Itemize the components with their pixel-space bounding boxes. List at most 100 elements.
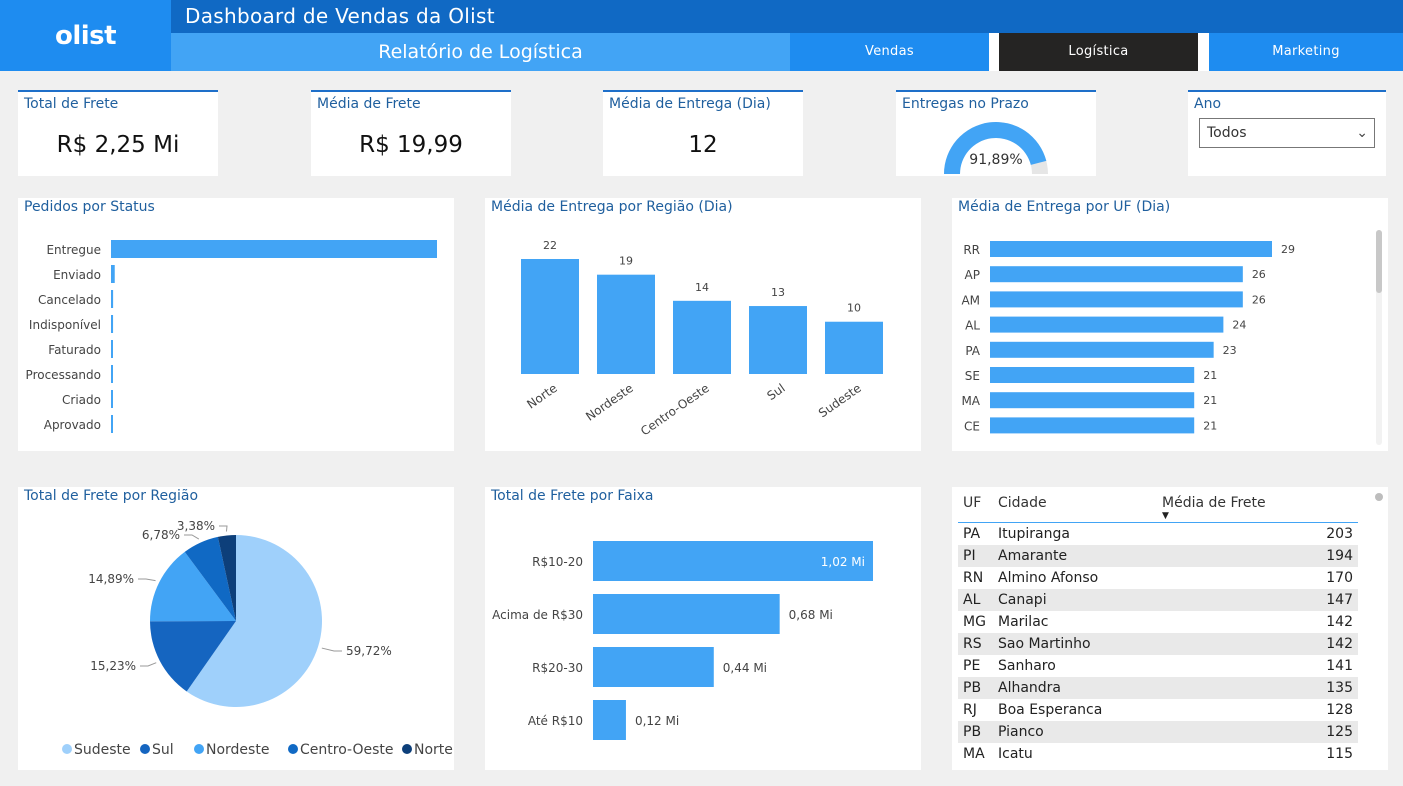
table-row[interactable]: PE Sanharo 141: [958, 655, 1358, 677]
uf-scrollbar-thumb[interactable]: [1376, 230, 1382, 293]
regiao-value-label: 14: [695, 281, 709, 294]
table-row[interactable]: RJ Boa Esperanca 128: [958, 699, 1358, 721]
faixa-label: R$10-20: [532, 555, 583, 569]
nav-marketing-button[interactable]: Marketing: [1209, 33, 1403, 71]
regiao-category-label: Sul: [764, 381, 787, 403]
cell-uf: RN: [963, 570, 984, 586]
cell-cidade: Amarante: [998, 548, 1068, 564]
table-row[interactable]: AL Canapi 147: [958, 589, 1358, 611]
table-row[interactable]: RN Almino Afonso 170: [958, 567, 1358, 589]
col-header-uf[interactable]: UF: [963, 495, 982, 511]
faixa-label: Até R$10: [528, 714, 583, 728]
entrega-regiao-title: Média de Entrega por Região (Dia): [491, 199, 733, 215]
uf-label: MA: [961, 394, 980, 408]
status-label: Faturado: [48, 343, 101, 357]
kpi-entregas-prazo-value: 91,89%: [969, 152, 1023, 168]
regiao-category-label: Nordeste: [583, 381, 636, 424]
legend-marker: [62, 744, 72, 754]
cell-cidade: Icatu: [998, 746, 1033, 762]
dashboard-title: Dashboard de Vendas da Olist: [171, 0, 1403, 33]
entrega-regiao-card: Média de Entrega por Região (Dia) 22 Nort…: [485, 198, 921, 451]
regiao-bar: [749, 306, 807, 374]
table-row[interactable]: RS Sao Martinho 142: [958, 633, 1358, 655]
uf-bar: [990, 241, 1272, 257]
cidade-frete-table-card: UF Cidade Média de Frete ▼ PA Itupiranga 2…: [952, 487, 1388, 770]
entrega-uf-title: Média de Entrega por UF (Dia): [958, 199, 1171, 215]
regiao-value-label: 22: [543, 239, 557, 252]
cell-media-frete: 115: [1326, 746, 1353, 762]
cell-cidade: Marilac: [998, 614, 1049, 630]
legend-label: Norte: [414, 742, 453, 758]
uf-value-label: 26: [1252, 268, 1266, 281]
table-row[interactable]: PA Itupiranga 203: [958, 523, 1358, 545]
pie-leader-line: [219, 525, 228, 532]
regiao-bar: [597, 274, 655, 374]
cell-cidade: Almino Afonso: [998, 570, 1099, 586]
table-row[interactable]: MG Marilac 142: [958, 611, 1358, 633]
cell-cidade: Alhandra: [998, 680, 1062, 696]
faixa-value-label: 1,02 Mi: [821, 555, 865, 569]
pedidos-status-card: Pedidos por Status Entregue Enviado Cancel…: [18, 198, 454, 451]
entregas-prazo-gauge: [944, 122, 1048, 174]
uf-scrollbar-track[interactable]: [1376, 230, 1382, 445]
nav-vendas-button[interactable]: Vendas: [790, 33, 989, 71]
cell-media-frete: 141: [1326, 658, 1353, 674]
table-row[interactable]: PI Amarante 194: [958, 545, 1358, 567]
pie-value-label: 15,23%: [90, 659, 136, 673]
entrega-regiao-chart: 22 Norte 19 Nordeste 14 Centro-Oeste 13 Sul 10 Su…: [521, 239, 883, 438]
uf-label: SE: [965, 369, 980, 383]
regiao-value-label: 10: [847, 302, 861, 315]
regiao-value-label: 13: [771, 286, 785, 299]
table-scrollbar[interactable]: [1375, 493, 1383, 501]
pie-leader-line: [184, 534, 200, 540]
status-bar: [111, 265, 115, 283]
kpi-total-frete-value: R$ 2,25 Mi: [56, 132, 180, 158]
status-bar: [111, 415, 113, 433]
uf-label: PA: [965, 344, 980, 358]
uf-label: AM: [961, 293, 980, 307]
pie-value-label: 14,89%: [88, 572, 134, 586]
pie-leader-line: [140, 662, 157, 667]
faixa-bar: [593, 647, 714, 687]
pedidos-status-chart: Entregue Enviado Cancelado Indisponível Fatu…: [26, 240, 437, 433]
cell-media-frete: 147: [1326, 592, 1353, 608]
uf-value-label: 29: [1281, 243, 1295, 256]
table-row[interactable]: PB Pianco 125: [958, 721, 1358, 743]
uf-label: AP: [965, 268, 980, 282]
cell-cidade: Canapi: [998, 592, 1047, 608]
table-row[interactable]: MA Icatu 115: [958, 743, 1358, 765]
cell-cidade: Sanharo: [998, 658, 1056, 674]
frete-faixa-chart: R$10-20 1,02 Mi Acima de R$30 0,68 Mi R$20-3…: [492, 541, 873, 740]
regiao-bar: [825, 321, 883, 374]
faixa-value-label: 0,12 Mi: [635, 714, 679, 728]
status-bar: [111, 315, 114, 333]
status-label: Processando: [26, 368, 101, 382]
table-row[interactable]: PB Alhandra 135: [958, 677, 1358, 699]
ano-select[interactable]: Todos ⌄: [1199, 118, 1375, 148]
col-header-media-frete[interactable]: Média de Frete: [1162, 495, 1266, 511]
status-bar: [111, 240, 437, 258]
legend-label: Sudeste: [74, 742, 131, 758]
status-label: Indisponível: [29, 318, 101, 332]
cell-uf: PA: [963, 526, 981, 542]
col-header-cidade[interactable]: Cidade: [998, 495, 1047, 511]
status-bar: [111, 390, 113, 408]
kpi-entregas-prazo-label: Entregas no Prazo: [902, 96, 1029, 112]
regiao-category-label: Norte: [524, 381, 559, 412]
cell-media-frete: 170: [1326, 570, 1353, 586]
uf-bar: [990, 417, 1195, 434]
nav-logistica-button[interactable]: Logística: [999, 33, 1198, 71]
faixa-label: Acima de R$30: [492, 608, 583, 622]
pie-value-label: 3,38%: [177, 519, 215, 533]
kpi-media-frete-card: Média de Frete R$ 19,99: [311, 90, 511, 176]
frete-regiao-title: Total de Frete por Região: [24, 488, 199, 504]
legend-marker: [402, 744, 412, 754]
report-subtitle: Relatório de Logística: [171, 33, 790, 71]
pie-slice: [150, 551, 236, 622]
uf-label: AL: [965, 319, 980, 333]
cell-uf: PE: [963, 658, 981, 674]
status-bar: [111, 365, 113, 383]
cell-uf: MA: [963, 746, 985, 762]
kpi-total-frete-card: Total de Frete R$ 2,25 Mi: [18, 90, 218, 176]
legend-marker: [194, 744, 204, 754]
